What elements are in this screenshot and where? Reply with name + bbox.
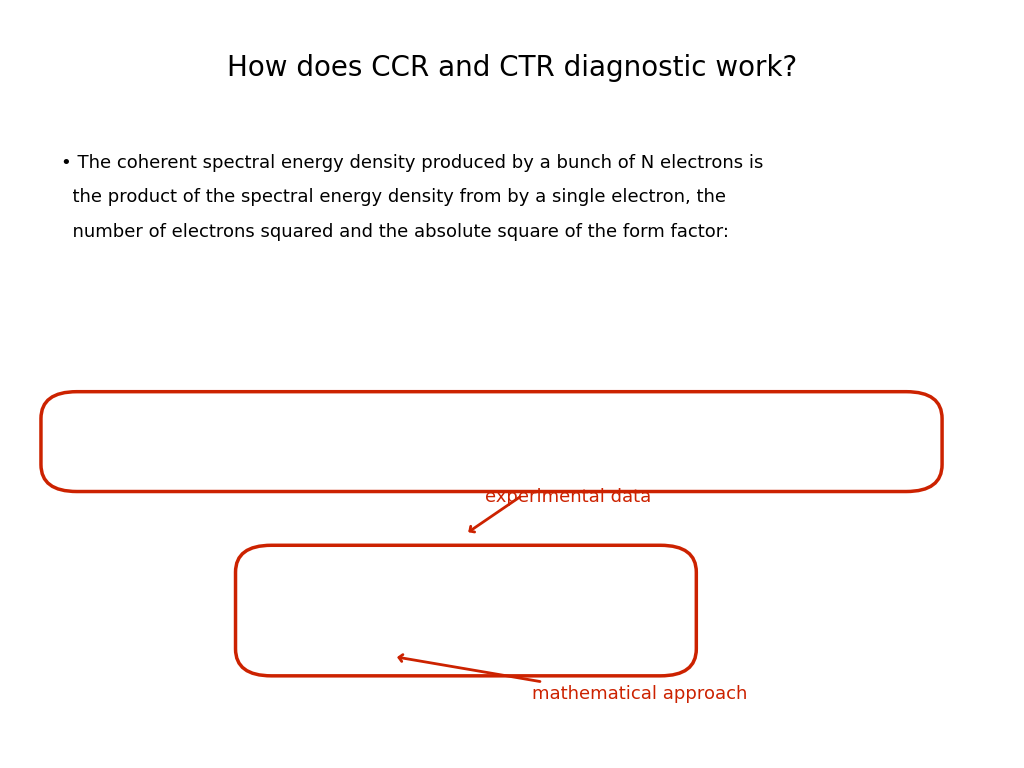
Text: mathematical approach: mathematical approach (532, 685, 748, 703)
FancyBboxPatch shape (41, 392, 942, 492)
Text: the product of the spectral energy density from by a single electron, the: the product of the spectral energy densi… (61, 188, 726, 206)
Text: number of electrons squared and the absolute square of the form factor:: number of electrons squared and the abso… (61, 223, 729, 240)
Text: • The coherent spectral energy density produced by a bunch of N electrons is: • The coherent spectral energy density p… (61, 154, 764, 171)
Text: How does CCR and CTR diagnostic work?: How does CCR and CTR diagnostic work? (227, 54, 797, 81)
FancyBboxPatch shape (236, 545, 696, 676)
Text: experimental data: experimental data (485, 488, 651, 505)
